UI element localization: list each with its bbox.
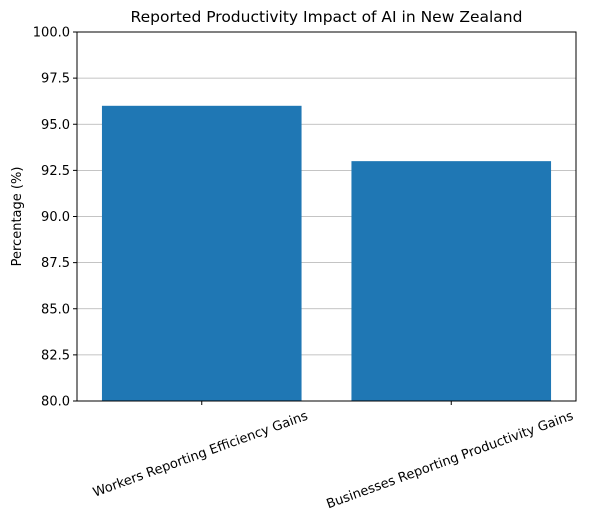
x-tick-label: Businesses Reporting Productivity Gains [325,409,576,513]
y-tick-label: 82.5 [41,348,70,363]
bar-0 [101,105,302,402]
y-tick-label: 100.0 [33,26,70,41]
y-tick-label: 87.5 [41,256,70,271]
chart-title: Reported Productivity Impact of AI in Ne… [131,8,523,26]
y-tick-label: 95.0 [41,118,70,133]
y-axis-ticks: 80.0 82.5 85.0 87.5 90.0 92.5 95.0 97.5 100.0 [33,26,77,410]
y-tick-label: 90.0 [41,210,70,225]
x-axis-ticks: Workers Reporting Efficiency Gains Busine… [91,401,576,512]
y-tick-label: 97.5 [41,72,70,87]
y-axis-label: Percentage (%) [10,167,25,267]
bar-1 [351,161,552,401]
y-tick-label: 80.0 [41,395,70,410]
y-tick-label: 92.5 [41,164,70,179]
y-tick-label: 85.0 [41,302,70,317]
x-tick-label: Workers Reporting Efficiency Gains [91,409,310,501]
bars [101,105,552,402]
